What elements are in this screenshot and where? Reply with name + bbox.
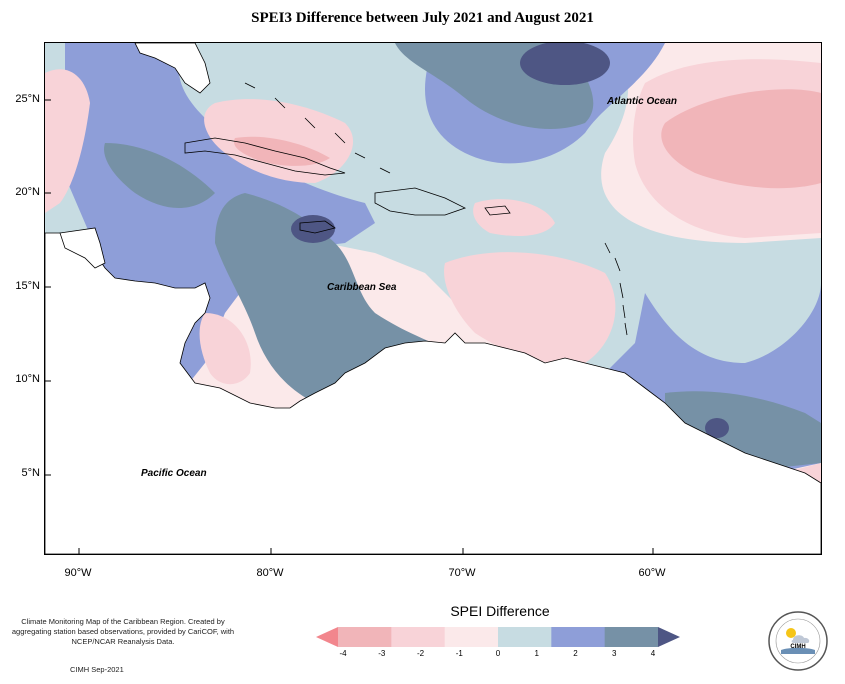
land-lesser-antilles — [604, 242, 628, 336]
land-puertorico — [484, 205, 511, 216]
legend-tick-label: 0 — [495, 649, 501, 658]
caribbean-sea-label: Caribbean Sea — [327, 282, 397, 293]
map-description-note: Climate Monitoring Map of the Caribbean … — [11, 617, 235, 646]
field-navy-jamaica — [291, 215, 335, 243]
field-navy-north — [520, 43, 610, 85]
map-title: SPEI3 Difference between July 2021 and A… — [251, 10, 594, 26]
field-pink-gulf — [45, 69, 90, 213]
legend-swatch — [498, 627, 552, 647]
land-yucatan — [59, 227, 106, 269]
lat-label-20n: 20°N — [15, 186, 40, 198]
atlantic-ocean-label: Atlantic Ocean — [607, 96, 678, 107]
legend-tick-label: -3 — [378, 649, 386, 658]
land-bahamas — [244, 82, 391, 174]
legend-arrow-left — [316, 627, 338, 647]
field-pink-leeward — [444, 252, 616, 364]
lon-label-70w: 70°W — [448, 567, 476, 579]
legend-arrow-right — [658, 627, 680, 647]
land-jamaica — [299, 220, 336, 234]
map-credit: CIMH Sep-2021 — [70, 665, 124, 674]
lon-label-60w: 60°W — [638, 567, 666, 579]
lat-label-5n: 5°N — [21, 467, 40, 479]
logo-text: CIMH — [790, 644, 805, 650]
color-legend-bar — [316, 627, 680, 647]
lat-label-10n: 10°N — [15, 373, 40, 385]
legend-tick-label: -2 — [416, 649, 425, 658]
legend-swatch — [391, 627, 446, 647]
legend-tick-label: 2 — [573, 649, 578, 658]
graticule-ticks — [45, 99, 654, 554]
spei-map — [45, 43, 821, 554]
legend-tick-label: -4 — [339, 649, 347, 658]
legend-tick-label: -1 — [455, 649, 463, 658]
legend-title: SPEI Difference — [450, 603, 550, 619]
legend-swatch — [551, 627, 606, 647]
legend-tick-label: 1 — [534, 649, 539, 658]
cimh-logo: CIMH — [768, 611, 828, 671]
legend-tick-label: 4 — [650, 649, 656, 658]
field-slate-guiana — [665, 391, 821, 468]
lon-label-90w: 90°W — [64, 567, 92, 579]
legend-swatch — [338, 627, 392, 647]
pacific-ocean-label: Pacific Ocean — [141, 468, 207, 479]
lat-label-25n: 25°N — [15, 93, 40, 105]
legend-swatch — [604, 627, 659, 647]
lat-label-15n: 15°N — [15, 280, 40, 292]
map-panel: Atlantic Ocean Caribbean Sea Pacific Oce… — [44, 42, 822, 555]
land-cuba — [184, 137, 346, 176]
field-pink-panama — [199, 313, 251, 385]
field-salmon-atlantic — [661, 89, 821, 189]
legend-swatch — [444, 627, 499, 647]
land-central-america — [45, 232, 821, 554]
legend-tick-label: 3 — [612, 649, 617, 658]
field-pink-puertorico — [473, 199, 555, 236]
field-navy-guiana — [705, 418, 729, 438]
land-florida — [134, 43, 211, 94]
land-group — [45, 43, 821, 554]
field-slate-west — [104, 143, 215, 208]
lon-label-80w: 80°W — [256, 567, 284, 579]
land-hispaniola — [374, 187, 467, 216]
